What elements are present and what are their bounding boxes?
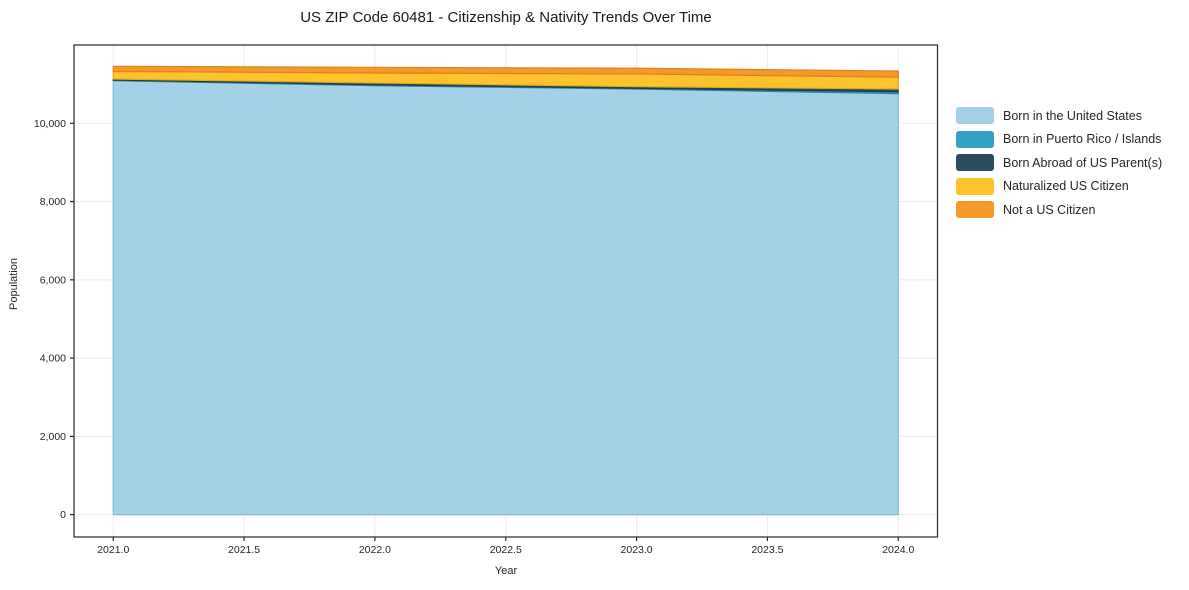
legend-swatch-naturalized [956, 177, 994, 195]
legend-item: Naturalized US Citizen [956, 177, 1162, 195]
y-tick-label: 10,000 [34, 118, 66, 130]
y-tick-label: 8,000 [40, 196, 66, 208]
legend-item: Not a US Citizen [956, 201, 1162, 218]
legend-swatch-not-citizen [956, 201, 994, 218]
x-tick-label: 2023.5 [751, 544, 783, 556]
legend-label: Born in the United States [1003, 108, 1142, 123]
y-tick-label: 0 [60, 509, 66, 521]
legend-label: Born in Puerto Rico / Islands [1003, 132, 1162, 146]
y-tick-label: 4,000 [40, 353, 66, 365]
legend-swatch-born-abroad [956, 154, 994, 171]
y-tick-label: 2,000 [40, 431, 66, 443]
x-tick-label: 2022.5 [490, 544, 522, 556]
legend-item: Born Abroad of US Parent(s) [956, 154, 1162, 171]
area-series-4 [112, 65, 899, 78]
x-tick-label: 2021.5 [228, 544, 260, 556]
chart-title: US ZIP Code 60481 - Citizenship & Nativi… [300, 9, 712, 26]
legend-label: Born Abroad of US Parent(s) [1003, 155, 1163, 170]
y-tick-label: 6,000 [40, 274, 66, 286]
legend-item: Born in Puerto Rico / Islands [956, 130, 1162, 148]
x-axis-label: Year [494, 565, 518, 577]
legend-item: Born in the United States [956, 107, 1162, 124]
legend-swatch-puerto-rico [956, 130, 994, 148]
legend-label: Naturalized US Citizen [1003, 179, 1129, 193]
area-series-0 [112, 80, 899, 516]
x-tick-label: 2023.0 [621, 544, 653, 556]
legend-swatch-born-us [956, 107, 994, 124]
legend-label: Not a US Citizen [1003, 202, 1096, 217]
y-axis-label: Population [8, 258, 20, 310]
x-tick-label: 2024.0 [882, 544, 914, 556]
x-tick-label: 2022.0 [359, 544, 391, 556]
x-tick-label: 2021.0 [97, 544, 129, 556]
legend: Born in the United States Born in Puerto… [956, 107, 1162, 225]
